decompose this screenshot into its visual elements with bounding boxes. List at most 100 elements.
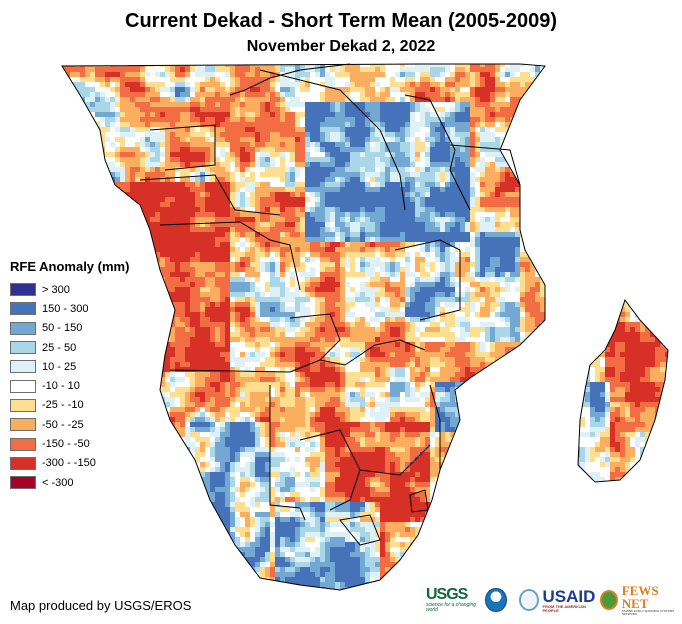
anomaly-cell: [350, 97, 355, 102]
anomaly-cell: [430, 77, 435, 82]
anomaly-cell: [665, 152, 668, 157]
anomaly-cell: [135, 262, 140, 267]
anomaly-cell: [580, 252, 585, 257]
anomaly-cell: [235, 142, 240, 147]
anomaly-cell: [230, 277, 235, 282]
anomaly-cell: [580, 262, 585, 267]
anomaly-cell: [570, 107, 575, 112]
anomaly-cell: [425, 242, 430, 247]
anomaly-cell: [150, 197, 155, 202]
anomaly-cell: [210, 267, 215, 272]
anomaly-cell: [195, 277, 200, 282]
anomaly-cell: [230, 177, 235, 182]
anomaly-cell: [485, 102, 490, 107]
anomaly-cell: [455, 227, 460, 232]
anomaly-cell: [570, 147, 575, 152]
anomaly-cell: [540, 282, 545, 287]
anomaly-cell: [62, 147, 65, 152]
anomaly-cell: [665, 202, 668, 207]
anomaly-cell: [645, 212, 650, 217]
anomaly-cell: [185, 242, 190, 247]
anomaly-cell: [95, 247, 100, 252]
anomaly-cell: [235, 252, 240, 257]
anomaly-cell: [115, 207, 120, 212]
anomaly-cell: [435, 217, 440, 222]
anomaly-cell: [495, 282, 500, 287]
anomaly-cell: [365, 142, 370, 147]
anomaly-cell: [635, 277, 640, 282]
anomaly-cell: [495, 117, 500, 122]
anomaly-cell: [135, 167, 140, 172]
anomaly-cell: [355, 212, 360, 217]
anomaly-cell: [525, 97, 530, 102]
anomaly-cell: [585, 117, 590, 122]
anomaly-cell: [485, 237, 490, 242]
anomaly-cell: [160, 272, 165, 277]
anomaly-cell: [280, 87, 285, 92]
anomaly-cell: [530, 282, 535, 287]
anomaly-cell: [495, 197, 500, 202]
anomaly-cell: [615, 267, 620, 272]
anomaly-cell: [280, 217, 285, 222]
anomaly-cell: [600, 87, 605, 92]
anomaly-cell: [520, 197, 525, 202]
anomaly-cell: [265, 252, 270, 257]
anomaly-cell: [590, 122, 595, 127]
anomaly-cell: [110, 112, 115, 117]
anomaly-cell: [130, 64, 135, 67]
anomaly-cell: [135, 92, 140, 97]
anomaly-cell: [180, 227, 185, 232]
anomaly-cell: [280, 177, 285, 182]
anomaly-cell: [645, 182, 650, 187]
anomaly-cell: [280, 277, 285, 282]
anomaly-cell: [175, 107, 180, 112]
anomaly-cell: [495, 177, 500, 182]
anomaly-cell: [650, 222, 655, 227]
anomaly-cell: [115, 112, 120, 117]
anomaly-cell: [180, 272, 185, 277]
anomaly-cell: [135, 177, 140, 182]
anomaly-cell: [260, 187, 265, 192]
anomaly-cell: [210, 102, 215, 107]
anomaly-cell: [580, 257, 585, 262]
anomaly-cell: [475, 107, 480, 112]
anomaly-cell: [640, 127, 645, 132]
anomaly-cell: [320, 82, 325, 87]
anomaly-cell: [250, 252, 255, 257]
anomaly-cell: [390, 237, 395, 242]
anomaly-cell: [325, 72, 330, 77]
anomaly-cell: [215, 92, 220, 97]
anomaly-cell: [295, 97, 300, 102]
anomaly-cell: [135, 267, 140, 272]
anomaly-cell: [285, 177, 290, 182]
anomaly-cell: [370, 192, 375, 197]
anomaly-cell: [460, 117, 465, 122]
anomaly-cell: [250, 222, 255, 227]
anomaly-cell: [480, 192, 485, 197]
anomaly-cell: [290, 64, 295, 67]
anomaly-cell: [390, 272, 395, 277]
anomaly-cell: [595, 172, 600, 177]
anomaly-cell: [490, 147, 495, 152]
anomaly-cell: [350, 102, 355, 107]
anomaly-cell: [625, 267, 630, 272]
anomaly-cell: [335, 207, 340, 212]
anomaly-cell: [445, 122, 450, 127]
anomaly-cell: [380, 137, 385, 142]
anomaly-cell: [140, 72, 145, 77]
anomaly-cell: [240, 162, 245, 167]
anomaly-cell: [280, 192, 285, 197]
anomaly-cell: [200, 277, 205, 282]
anomaly-cell: [535, 142, 540, 147]
anomaly-cell: [335, 197, 340, 202]
anomaly-cell: [635, 222, 640, 227]
anomaly-cell: [95, 227, 100, 232]
anomaly-cell: [560, 262, 565, 267]
anomaly-cell: [320, 262, 325, 267]
anomaly-cell: [210, 132, 215, 137]
anomaly-cell: [460, 232, 465, 237]
anomaly-cell: [445, 202, 450, 207]
anomaly-cell: [240, 92, 245, 97]
anomaly-cell: [115, 87, 120, 92]
anomaly-cell: [550, 242, 555, 247]
